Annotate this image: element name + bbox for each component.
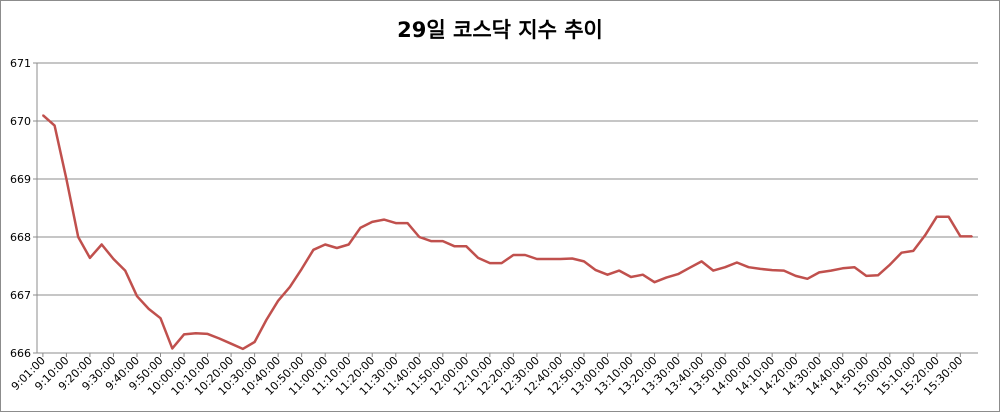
data-point [442,240,444,242]
data-point [324,243,327,246]
x-axis-ticks: 9:01:009:10:009:20:009:30:009:40:009:50:… [9,353,965,398]
y-tick-label: 668 [10,231,31,244]
y-tick-label: 669 [10,173,31,186]
data-point [559,258,562,260]
data-point [136,295,138,298]
data-point [500,262,503,264]
data-point [689,266,691,269]
data-point [112,258,115,260]
data-point [841,267,844,270]
data-point [877,274,879,277]
data-point [371,221,374,223]
data-point [794,275,797,277]
data-point [359,226,362,229]
data-point [218,337,221,340]
axes [36,63,978,354]
data-point [818,271,820,274]
data-point [959,235,962,238]
data-point [42,114,44,116]
data-point [924,234,926,237]
y-tick-label: 670 [10,115,31,128]
data-point [300,268,303,270]
series-layer [42,114,973,351]
data-point [783,269,785,272]
data-point [677,273,679,275]
y-tick-label: 666 [10,347,31,360]
data-point [606,273,609,276]
data-point [665,276,668,279]
data-point [536,258,538,260]
series-line [42,114,973,351]
data-point [947,215,950,218]
data-point [618,269,620,272]
data-point [336,247,338,249]
data-point [171,347,174,350]
data-point [195,332,197,335]
data-point [489,262,491,264]
data-point [477,257,479,259]
data-point [418,236,421,238]
data-point [712,269,715,272]
data-point [912,250,915,252]
chart-title: 29일 코스닥 지수 추이 [397,18,603,42]
data-point [889,264,891,266]
data-point [242,348,244,350]
data-point [265,319,268,321]
data-point [453,245,456,248]
data-point [65,178,68,180]
data-point [853,266,856,269]
data-point [100,243,103,246]
data-point [936,215,938,218]
data-point [971,235,973,238]
data-point [253,341,256,343]
data-point [77,236,79,238]
data-point [747,266,750,269]
data-point [183,333,185,336]
data-point [865,275,868,277]
data-point [147,308,150,310]
data-point [571,257,573,260]
data-point [830,269,832,272]
data-point [771,269,773,271]
data-point [89,257,91,259]
data-point [700,260,703,263]
gridlines [37,62,978,354]
data-point [206,333,209,335]
data-point [465,245,468,248]
data-point [430,240,432,242]
data-point [395,222,397,224]
y-tick-label: 671 [10,57,31,70]
data-point [312,249,315,251]
data-point [724,266,726,269]
data-point [653,281,656,284]
y-axis-ticks: 666 667 668 669 670 671 [10,57,37,360]
data-point [512,254,515,256]
data-point [524,254,526,256]
data-point [124,269,126,272]
data-point [759,268,762,270]
y-tick-label: 667 [10,289,31,302]
data-point [53,124,56,127]
data-point [583,260,585,263]
data-point [289,286,291,288]
data-point [159,317,162,320]
data-point [642,273,644,276]
data-point [406,222,409,224]
data-point [806,278,809,280]
data-point [383,218,385,221]
data-point [277,300,279,302]
data-point [230,342,232,345]
data-point [547,258,550,260]
data-point [736,261,738,264]
data-point [347,243,350,246]
data-point [594,269,597,271]
data-point [900,251,903,254]
data-point [630,276,632,278]
